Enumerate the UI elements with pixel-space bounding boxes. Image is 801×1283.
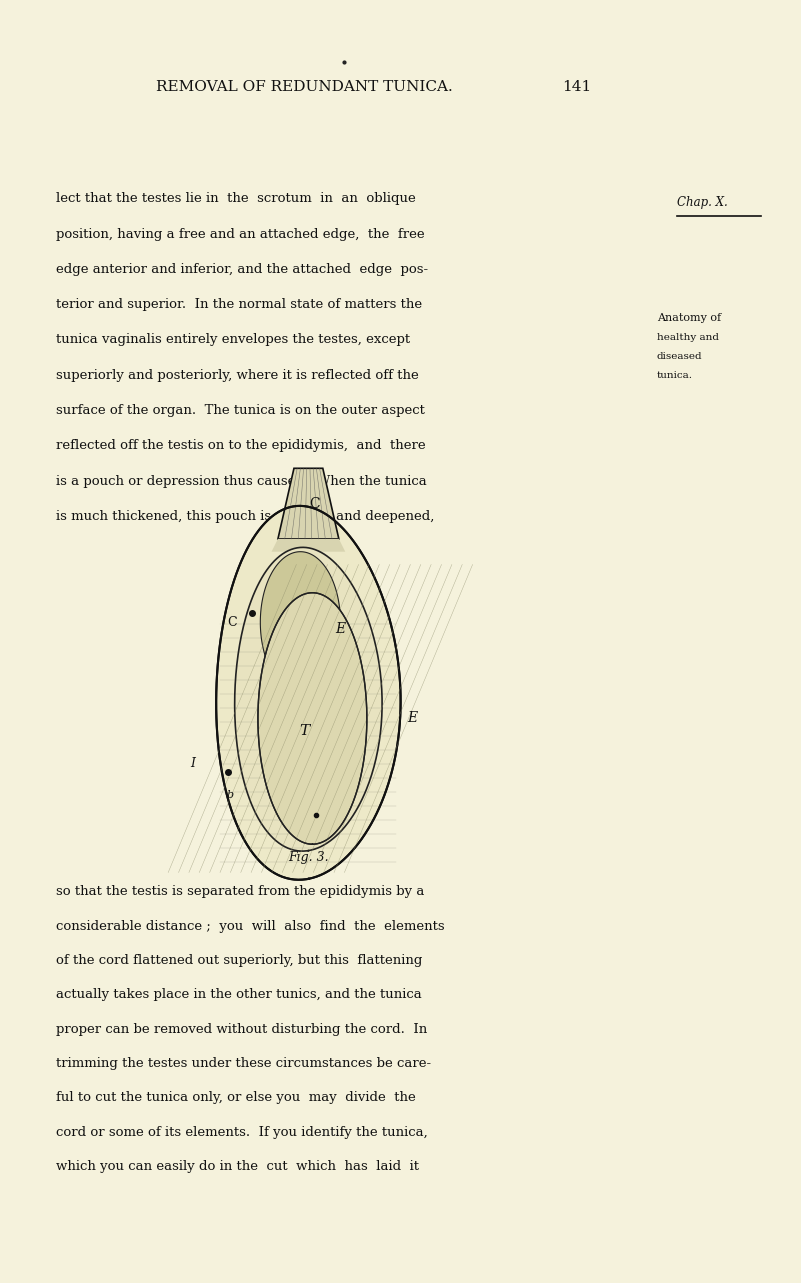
Text: C: C bbox=[309, 498, 320, 511]
Text: diseased: diseased bbox=[657, 352, 702, 362]
Text: is a pouch or depression thus caused.  When the tunica: is a pouch or depression thus caused. Wh… bbox=[56, 475, 427, 488]
Text: of the cord flattened out superiorly, but this  flattening: of the cord flattened out superiorly, bu… bbox=[56, 955, 422, 967]
Text: so that the testis is separated from the epididymis by a: so that the testis is separated from the… bbox=[56, 885, 425, 898]
Text: reflected off the testis on to the epididymis,  and  there: reflected off the testis on to the epidi… bbox=[56, 439, 425, 453]
Text: healthy and: healthy and bbox=[657, 332, 718, 343]
Text: proper can be removed without disturbing the cord.  In: proper can be removed without disturbing… bbox=[56, 1023, 427, 1035]
Text: C: C bbox=[227, 616, 237, 629]
Text: which you can easily do in the  cut  which  has  laid  it: which you can easily do in the cut which… bbox=[56, 1160, 419, 1173]
Text: lect that the testes lie in  the  scrotum  in  an  oblique: lect that the testes lie in the scrotum … bbox=[56, 192, 416, 205]
Text: edge anterior and inferior, and the attached  edge  pos-: edge anterior and inferior, and the atta… bbox=[56, 263, 429, 276]
Text: terior and superior.  In the normal state of matters the: terior and superior. In the normal state… bbox=[56, 298, 422, 312]
Text: I: I bbox=[190, 757, 195, 770]
Polygon shape bbox=[272, 539, 345, 552]
Text: cord or some of its elements.  If you identify the tunica,: cord or some of its elements. If you ide… bbox=[56, 1126, 428, 1139]
Text: Fig. 3.: Fig. 3. bbox=[288, 851, 328, 863]
Text: actually takes place in the other tunics, and the tunica: actually takes place in the other tunics… bbox=[56, 988, 422, 1001]
Text: 141: 141 bbox=[562, 81, 591, 94]
Polygon shape bbox=[235, 548, 382, 851]
Text: is much thickened, this pouch is widened and deepened,: is much thickened, this pouch is widened… bbox=[56, 509, 434, 523]
Polygon shape bbox=[258, 593, 367, 844]
Text: ful to cut the tunica only, or else you  may  divide  the: ful to cut the tunica only, or else you … bbox=[56, 1092, 416, 1105]
Text: position, having a free and an attached edge,  the  free: position, having a free and an attached … bbox=[56, 227, 425, 241]
Polygon shape bbox=[260, 552, 340, 693]
Text: surface of the organ.  The tunica is on the outer aspect: surface of the organ. The tunica is on t… bbox=[56, 404, 425, 417]
Text: REMOVAL OF REDUNDANT TUNICA.: REMOVAL OF REDUNDANT TUNICA. bbox=[156, 81, 453, 94]
Text: considerable distance ;  you  will  also  find  the  elements: considerable distance ; you will also fi… bbox=[56, 920, 445, 933]
Text: tunica vaginalis entirely envelopes the testes, except: tunica vaginalis entirely envelopes the … bbox=[56, 334, 410, 346]
Text: E: E bbox=[408, 712, 417, 725]
Text: E: E bbox=[336, 622, 345, 635]
Text: b: b bbox=[227, 790, 233, 801]
Text: tunica.: tunica. bbox=[657, 371, 693, 381]
Text: Chap. X.: Chap. X. bbox=[677, 196, 727, 209]
Text: T: T bbox=[300, 725, 309, 738]
Text: superiorly and posteriorly, where it is reflected off the: superiorly and posteriorly, where it is … bbox=[56, 368, 419, 382]
Polygon shape bbox=[278, 468, 339, 539]
Text: Anatomy of: Anatomy of bbox=[657, 313, 721, 323]
Polygon shape bbox=[216, 506, 400, 880]
Text: trimming the testes under these circumstances be care-: trimming the testes under these circumst… bbox=[56, 1057, 431, 1070]
